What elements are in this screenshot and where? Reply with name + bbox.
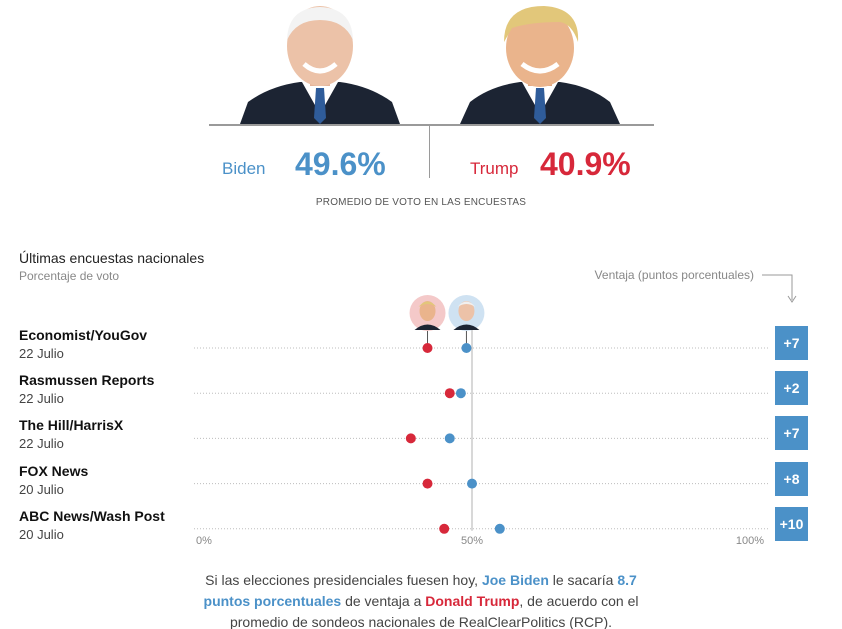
poll-date: 22 Julio bbox=[19, 391, 64, 407]
advantage-label: Ventaja (puntos porcentuales) bbox=[594, 268, 754, 282]
chart-title: Últimas encuestas nacionales bbox=[19, 250, 205, 266]
poll-date: 20 Julio bbox=[19, 481, 64, 497]
biden-name: Biden bbox=[222, 159, 266, 178]
poll-date: 20 Julio bbox=[19, 526, 64, 542]
poll-date: 22 Julio bbox=[19, 346, 64, 361]
poll-name: Rasmussen Reports bbox=[19, 372, 155, 389]
trump-dot bbox=[439, 523, 450, 534]
biden-dot bbox=[494, 523, 505, 534]
header-divider bbox=[429, 124, 430, 178]
biden-percentage: 49.6% bbox=[295, 146, 386, 182]
poll-date: 22 Julio bbox=[19, 436, 64, 452]
header-rule-right bbox=[430, 124, 654, 126]
trump-portrait bbox=[460, 2, 620, 124]
advantage-badge: +8 bbox=[775, 461, 808, 496]
summary-biden: Joe Biden bbox=[481, 572, 549, 588]
poll-dot-plot: 0% 50% 100% bbox=[194, 295, 770, 547]
trump-dot bbox=[422, 343, 433, 353]
trump-dot bbox=[405, 433, 416, 444]
biden-head-icon bbox=[448, 295, 485, 331]
chart-subtitle: Porcentaje de voto bbox=[19, 269, 120, 283]
x-tick-label: 50% bbox=[461, 535, 483, 547]
biden-portrait bbox=[240, 2, 400, 124]
trump-dot bbox=[422, 478, 433, 489]
advantage-badge: +2 bbox=[775, 371, 808, 406]
summary-part-1: Si las elecciones presidenciales fuesen … bbox=[205, 572, 482, 588]
x-tick-label: 100% bbox=[736, 535, 764, 547]
average-caption: PROMEDIO DE VOTO EN LAS ENCUESTAS bbox=[315, 197, 527, 208]
advantage-badge: +7 bbox=[775, 416, 808, 451]
trump-name: Trump bbox=[470, 159, 519, 178]
summary-trump: Donald Trump bbox=[425, 593, 520, 609]
summary-text: Si las elecciones presidenciales fuesen … bbox=[186, 570, 656, 629]
biden-dot bbox=[467, 478, 477, 489]
poll-name: Economist/YouGov bbox=[19, 327, 148, 343]
header-rule-left bbox=[209, 124, 430, 126]
advantage-arrow-icon bbox=[762, 274, 797, 303]
trump-percentage: 40.9% bbox=[540, 146, 631, 182]
summary-part-4: , de acuerdo con el promedio de sondeos … bbox=[229, 593, 639, 629]
summary-part-2: le sacaría bbox=[548, 572, 618, 588]
summary-points: 8.7 puntos porcentuales bbox=[203, 572, 637, 609]
trump-dot bbox=[444, 388, 455, 399]
advantage-badge: +10 bbox=[775, 506, 808, 541]
x-tick-label: 0% bbox=[196, 535, 212, 547]
advantage-badge: +7 bbox=[775, 326, 808, 360]
poll-name: ABC News/Wash Post bbox=[19, 507, 165, 524]
summary-part-3: de ventaja a bbox=[341, 593, 426, 609]
biden-dot bbox=[444, 433, 455, 444]
biden-dot bbox=[455, 388, 466, 399]
biden-dot bbox=[461, 343, 472, 353]
trump-head-icon bbox=[409, 295, 446, 331]
poll-name: The Hill/HarrisX bbox=[19, 417, 124, 434]
poll-name: FOX News bbox=[19, 462, 89, 479]
